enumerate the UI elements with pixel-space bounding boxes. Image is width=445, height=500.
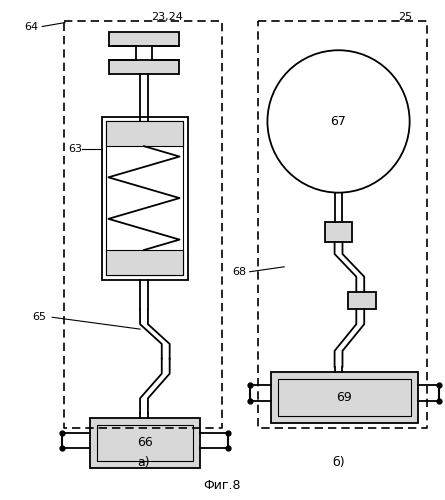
Bar — [106, 122, 183, 146]
Text: 64: 64 — [24, 22, 39, 32]
Text: б): б) — [332, 456, 345, 469]
Text: 23,24: 23,24 — [151, 12, 183, 22]
Bar — [90, 418, 200, 468]
Text: 63: 63 — [68, 144, 82, 154]
Text: 67: 67 — [331, 115, 347, 128]
Bar — [106, 122, 183, 274]
Text: 66: 66 — [137, 436, 153, 450]
Bar — [109, 32, 178, 46]
Bar — [97, 425, 194, 460]
Bar — [109, 60, 178, 74]
Text: 25: 25 — [398, 12, 412, 22]
Text: Фиг.8: Фиг.8 — [203, 479, 241, 492]
Text: 68: 68 — [232, 267, 246, 277]
Bar — [106, 250, 183, 274]
Bar — [325, 222, 352, 242]
Bar — [101, 116, 188, 280]
Bar — [278, 378, 411, 416]
Text: 65: 65 — [32, 312, 46, 322]
Text: 69: 69 — [336, 391, 352, 404]
Text: а): а) — [138, 456, 150, 469]
Bar — [348, 292, 376, 310]
Bar — [271, 372, 417, 423]
